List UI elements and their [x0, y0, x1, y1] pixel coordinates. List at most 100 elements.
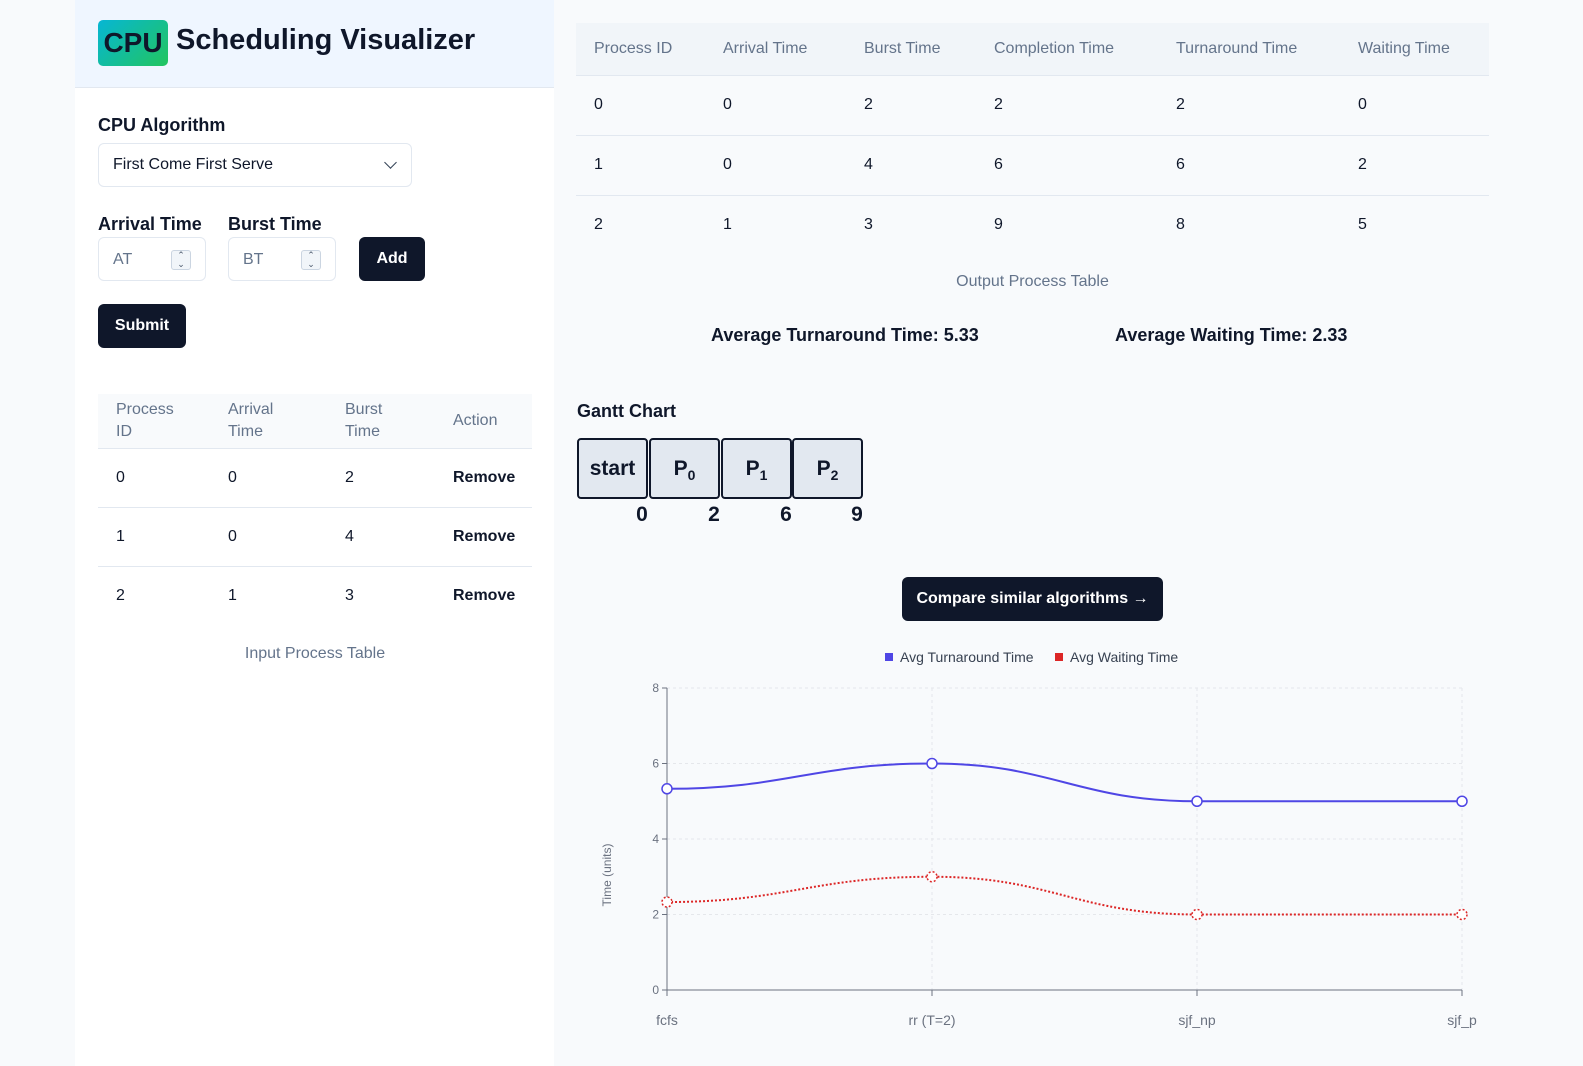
cell: 5	[1358, 216, 1367, 234]
arrival-time-placeholder: AT	[113, 251, 133, 268]
cell: 1	[576, 135, 705, 196]
input-table-caption: Input Process Table	[244, 645, 386, 662]
gantt-block-p1: P1	[721, 438, 792, 499]
data-point	[926, 871, 938, 883]
cell-burst: 3	[345, 586, 354, 604]
cell-arrival: 0	[210, 448, 327, 508]
arrival-time-label: Arrival Time	[98, 214, 202, 234]
cell: 2	[846, 75, 976, 136]
y-tick-label: 0	[652, 983, 659, 997]
col-arrival-time: Arrival Time	[210, 394, 327, 449]
gantt-tick: 0	[636, 503, 648, 526]
gantt-block-p2: P2	[792, 438, 863, 499]
cell: 4	[846, 135, 976, 196]
legend-swatch	[1055, 653, 1063, 661]
col-arrival-time: Arrival Time	[705, 23, 846, 76]
brand-header: CPU Scheduling Visualizer	[75, 0, 554, 88]
cell: 0	[576, 75, 705, 136]
table-row: 2 1 3 9 8 5	[576, 195, 1489, 255]
gantt-tick: 9	[851, 503, 863, 526]
compare-algorithms-button[interactable]: Compare similar algorithms →	[902, 577, 1163, 621]
col-process-id: Process ID	[98, 394, 210, 449]
x-tick-label: rr (T=2)	[908, 1012, 955, 1028]
add-button[interactable]: Add	[359, 237, 425, 281]
remove-button[interactable]: Remove	[453, 586, 516, 604]
gantt-chart-title: Gantt Chart	[577, 401, 676, 421]
series-line-1	[666, 875, 1462, 916]
cell: 1	[723, 216, 732, 234]
col-waiting-time: Waiting Time	[1340, 23, 1489, 76]
cell: 2	[976, 75, 1158, 136]
table-row: 1 0 4 Remove	[98, 507, 532, 567]
comparison-line-chart: 0 2 4 6 8 fcfs rr (T=2) sjf_np sjf_p Time (units)…	[600, 649, 1477, 1028]
brand-badge: CPU	[98, 20, 168, 66]
table-row: 0 0 2 2 2 0	[576, 75, 1489, 136]
table-row: 2 1 3 Remove	[98, 566, 532, 625]
cell: 2	[1158, 75, 1340, 136]
y-tick-label: 2	[652, 908, 659, 922]
data-point	[926, 757, 938, 770]
cell-pid: 0	[98, 448, 210, 508]
output-table-caption: Output Process Table	[956, 273, 1109, 290]
cell-pid: 1	[98, 507, 210, 567]
output-process-table: Process ID Arrival Time Burst Time Compl…	[576, 23, 1489, 255]
data-point	[1191, 908, 1203, 921]
brand-title: Scheduling Visualizer	[176, 24, 476, 56]
burst-time-input[interactable]: BT ⌃ ⌄	[228, 237, 336, 281]
cell: 0	[705, 75, 846, 136]
x-tick-label: sjf_np	[1178, 1012, 1216, 1028]
left-panel: CPU Scheduling Visualizer CPU Algorithm …	[75, 0, 554, 1066]
data-point	[1456, 795, 1468, 807]
col-turnaround-time: Turnaround Time	[1158, 23, 1340, 76]
table-row: 0 0 2 Remove	[98, 448, 532, 508]
cell: 3	[864, 216, 873, 234]
cell-pid: 2	[116, 586, 125, 604]
avg-waiting-time: Average Waiting Time: 2.33	[1115, 325, 1348, 345]
y-axis-label: Time (units)	[600, 844, 614, 907]
series-line-0	[666, 762, 1462, 803]
arrival-time-input[interactable]: AT ⌃ ⌄	[98, 237, 206, 281]
stepper-icon[interactable]: ⌃ ⌄	[301, 250, 321, 270]
y-tick-label: 6	[652, 757, 659, 771]
cell: 8	[1176, 216, 1185, 234]
col-burst-time: Burst Time	[327, 394, 435, 449]
algorithm-select-value: First Come First Serve	[113, 156, 274, 173]
cell: 9	[994, 216, 1003, 234]
burst-time-placeholder: BT	[243, 251, 264, 268]
cell: 0	[705, 135, 846, 196]
algorithm-label: CPU Algorithm	[98, 115, 226, 135]
y-tick-label: 8	[652, 681, 659, 695]
legend-label: Avg Turnaround Time	[900, 649, 1034, 665]
legend-label: Avg Waiting Time	[1070, 649, 1178, 665]
cell: 2	[1340, 135, 1489, 196]
burst-time-label: Burst Time	[228, 214, 322, 234]
stepper-icon[interactable]: ⌃ ⌄	[171, 250, 191, 270]
data-point	[1456, 908, 1468, 921]
x-tick-label: fcfs	[656, 1012, 678, 1028]
cell: 2	[594, 216, 603, 234]
x-tick-label: sjf_p	[1447, 1012, 1477, 1028]
gantt-block-p0: P0	[649, 438, 720, 499]
remove-button[interactable]: Remove	[435, 507, 532, 567]
legend-swatch	[885, 653, 893, 661]
data-point	[1191, 795, 1203, 807]
col-burst-time: Burst Time	[846, 23, 976, 76]
data-point	[661, 783, 673, 795]
cell-arrival: 0	[210, 507, 327, 567]
cell-arrival: 1	[228, 586, 237, 604]
col-action: Action	[435, 394, 532, 449]
input-process-table: Process ID Arrival Time Burst Time Actio…	[98, 394, 532, 625]
remove-button[interactable]: Remove	[435, 448, 532, 508]
avg-turnaround-time: Average Turnaround Time: 5.33	[711, 325, 979, 345]
cell: 6	[1158, 135, 1340, 196]
submit-button[interactable]: Submit	[98, 304, 186, 348]
gantt-start-block: start	[577, 438, 648, 499]
gantt-tick: 2	[708, 503, 720, 526]
cell-burst: 4	[327, 507, 435, 567]
cell: 6	[976, 135, 1158, 196]
y-tick-label: 4	[652, 832, 659, 846]
gantt-tick: 6	[780, 503, 792, 526]
algorithm-select[interactable]: First Come First Serve	[98, 143, 412, 187]
col-process-id: Process ID	[576, 23, 705, 76]
cell: 0	[1340, 75, 1489, 136]
